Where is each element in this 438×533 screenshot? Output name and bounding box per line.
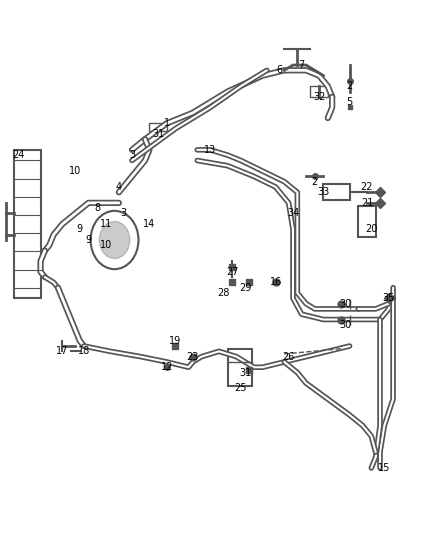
Text: 13: 13 [204,145,216,155]
Text: 20: 20 [365,224,378,235]
Text: 21: 21 [361,198,373,208]
Text: 10: 10 [69,166,81,176]
Text: 5: 5 [346,97,353,107]
Text: 11: 11 [100,219,112,229]
Text: 27: 27 [226,267,238,277]
Circle shape [99,221,130,259]
Text: 7: 7 [299,60,305,70]
Text: 3: 3 [129,150,135,160]
Text: 23: 23 [187,352,199,361]
Text: 16: 16 [269,277,282,287]
Text: 15: 15 [378,463,391,473]
Text: 24: 24 [13,150,25,160]
Text: 25: 25 [234,383,247,393]
Text: 29: 29 [239,282,251,293]
Text: 9: 9 [85,235,92,245]
Text: 9: 9 [77,224,83,235]
Text: 30: 30 [339,298,351,309]
Bar [323,184,350,200]
Text: 1: 1 [164,118,170,128]
Text: 26: 26 [283,352,295,361]
Text: 14: 14 [143,219,155,229]
Text: 4: 4 [116,182,122,192]
Bar [228,349,252,386]
Text: 31: 31 [152,129,164,139]
Text: 35: 35 [382,293,395,303]
Text: 30: 30 [339,320,351,330]
Bar [358,206,376,237]
Text: 31: 31 [239,368,251,377]
Text: 6: 6 [277,66,283,75]
Text: 12: 12 [161,362,173,372]
Text: 10: 10 [100,240,112,251]
Text: 8: 8 [94,203,100,213]
Text: 18: 18 [78,346,90,357]
Text: 33: 33 [317,187,329,197]
Text: 2: 2 [311,176,318,187]
Bar [311,86,328,97]
Text: 32: 32 [313,92,325,102]
Text: 2: 2 [346,81,353,91]
Text: 3: 3 [120,208,126,219]
Bar [149,123,167,131]
Text: 28: 28 [217,288,230,298]
Text: 17: 17 [56,346,68,357]
Text: 19: 19 [170,336,182,346]
Bar [14,150,41,298]
Text: 22: 22 [361,182,373,192]
Text: 34: 34 [287,208,299,219]
